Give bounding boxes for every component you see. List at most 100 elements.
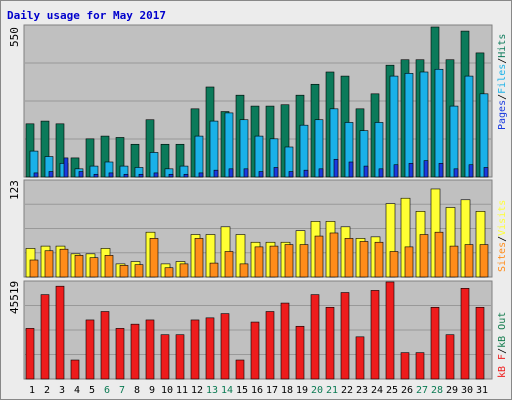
files-bar-31 — [479, 93, 489, 178]
day-label-9: 9 — [149, 385, 155, 396]
kbf-bar-4 — [70, 359, 80, 380]
sites-bar-25 — [389, 251, 399, 278]
sites-bar-18 — [284, 244, 294, 278]
pages-bar-28 — [438, 163, 444, 178]
sites-bar-27 — [419, 234, 429, 278]
kbf-bar-30 — [460, 288, 470, 380]
bar-series — [25, 26, 489, 380]
sites-bar-1 — [29, 259, 39, 278]
files-bar-20 — [314, 119, 324, 178]
legend-sep-2: / — [497, 58, 508, 64]
pages-bar-2 — [48, 171, 54, 178]
day-label-12: 12 — [191, 385, 203, 396]
day-label-4: 4 — [74, 385, 80, 396]
legend-hits: Hits — [497, 34, 508, 58]
pages-bar-9 — [153, 172, 159, 178]
kbf-bar-24 — [370, 290, 380, 380]
kbf-bar-13 — [205, 317, 215, 380]
legend-sep-1: / — [497, 94, 508, 100]
files-bar-15 — [239, 119, 249, 178]
sites-bar-30 — [464, 244, 474, 278]
kbf-bar-6 — [100, 311, 110, 380]
visits-legend: Sites/Visits — [497, 200, 508, 272]
pages-bar-5 — [93, 173, 99, 178]
pages-bar-6 — [108, 172, 114, 178]
files-bar-13 — [209, 120, 219, 178]
kbf-bar-21 — [325, 306, 335, 380]
day-label-16: 16 — [251, 385, 263, 396]
day-label-3: 3 — [59, 385, 65, 396]
day-label-28: 28 — [431, 385, 443, 396]
kbf-bar-17 — [265, 311, 275, 380]
kbf-bar-15 — [235, 359, 245, 380]
legend-sep-3: / — [497, 348, 508, 354]
kbf-bar-26 — [400, 352, 410, 380]
legend-pages: Pages — [497, 100, 508, 130]
pages-bar-14 — [228, 168, 234, 178]
pages-bar-12 — [198, 172, 204, 178]
files-bar-26 — [404, 73, 414, 178]
pages-bar-16 — [258, 171, 264, 178]
kbf-bar-8 — [130, 323, 140, 380]
pages-bar-17 — [273, 167, 279, 178]
kb-legend: kB F/kB Out — [497, 312, 508, 378]
sites-bar-16 — [254, 246, 264, 278]
kbf-bar-19 — [295, 325, 305, 380]
sites-bar-2 — [44, 250, 54, 278]
chart-title: Daily usage for May 2017 — [7, 9, 166, 22]
pages-bar-19 — [303, 169, 309, 178]
kbf-bar-23 — [355, 336, 365, 380]
sites-bar-11 — [179, 263, 189, 278]
day-label-21: 21 — [326, 385, 338, 396]
sites-bar-6 — [104, 255, 114, 278]
day-label-20: 20 — [311, 385, 323, 396]
pages-bar-18 — [288, 171, 294, 178]
kbf-bar-2 — [40, 294, 50, 380]
day-label-30: 30 — [461, 385, 473, 396]
pages-bar-13 — [213, 169, 219, 178]
sites-bar-31 — [479, 244, 489, 278]
kbf-bar-1 — [25, 328, 35, 380]
legend-sep-1b: / — [497, 236, 508, 242]
visits-ymax-label: 123 — [8, 180, 21, 200]
files-bar-28 — [434, 68, 444, 178]
sites-bar-20 — [314, 235, 324, 278]
day-label-6: 6 — [104, 385, 110, 396]
sites-bar-15 — [239, 263, 249, 278]
pages-bar-7 — [123, 173, 129, 178]
day-axis: 1 2 3 4 5 6 7 8 9 10 11 12 13 14 15 16 17 18 19 20 21 22 23 24 2… — [29, 385, 488, 396]
sites-bar-9 — [149, 238, 159, 278]
sites-bar-26 — [404, 246, 414, 278]
kbf-bar-14 — [220, 313, 230, 380]
kbf-bar-31 — [475, 306, 485, 380]
sites-bar-7 — [119, 265, 129, 278]
hits-legend: Pages/Files/Hits — [497, 34, 508, 130]
day-label-24: 24 — [371, 385, 383, 396]
sites-bar-19 — [299, 244, 309, 278]
day-label-7: 7 — [119, 385, 125, 396]
files-bar-12 — [194, 135, 204, 178]
kbf-bar-7 — [115, 328, 125, 380]
day-label-15: 15 — [236, 385, 248, 396]
kbf-bar-28 — [430, 306, 440, 380]
day-label-14: 14 — [221, 385, 233, 396]
pages-bar-29 — [453, 168, 459, 178]
sites-bar-22 — [344, 238, 354, 278]
files-bar-25 — [389, 75, 399, 178]
sites-bar-4 — [74, 255, 84, 278]
pages-bar-8 — [138, 173, 144, 178]
pages-bar-27 — [423, 160, 429, 178]
pages-bar-24 — [378, 168, 384, 178]
pages-bar-21 — [333, 158, 339, 178]
pages-bar-30 — [468, 164, 474, 178]
pages-bar-1 — [33, 172, 39, 178]
kb-ymax-label: 45519 — [8, 281, 21, 314]
sites-bar-14 — [224, 251, 234, 278]
pages-bar-31 — [483, 167, 489, 178]
sites-bar-10 — [164, 267, 174, 278]
kbf-bar-27 — [415, 352, 425, 380]
files-bar-14 — [224, 112, 234, 178]
sites-bar-5 — [89, 257, 99, 278]
pages-bar-3 — [63, 157, 69, 178]
day-label-13: 13 — [206, 385, 218, 396]
